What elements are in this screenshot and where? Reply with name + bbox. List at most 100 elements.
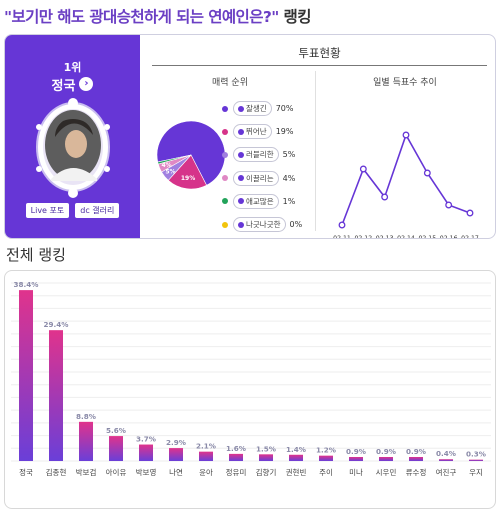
rank-bar [319,455,333,461]
daily-trend-title: 일별 득표수 추이 [373,78,437,88]
legend-dot-icon [222,198,228,205]
legend-tag-icon [238,151,244,158]
legend-label: 뛰어난 [233,124,272,140]
pie-slice [167,154,207,190]
legend-item: 뛰어난 19% [219,120,319,143]
rank-bar [109,436,123,461]
rank-bar-value-label: 0.4% [436,449,456,458]
rank-category-label: 김향기 [256,467,277,477]
rank-bar-value-label: 3.7% [136,435,156,444]
rank-bar [199,451,213,461]
page-headline: "보기만 해도 광대승천하게 되는 연예인은?" 랭킹 [4,4,496,30]
trend-point [466,209,474,217]
vote-title-divider [152,65,487,66]
legend-label-text: 뛰어난 [246,127,267,137]
winner-panel: 1위 정국 › Live 포토 dc 갤러리 [5,35,140,238]
panel-divider [315,71,316,231]
rank-bar-value-label: 1.5% [256,444,276,453]
rank-category-label: 나연 [169,468,183,477]
rank-bar-value-label: 8.8% [76,412,96,421]
legend-tag-icon [238,198,244,205]
legend-dot-icon [222,128,228,135]
winner-photo-frame [33,97,113,227]
rank-bar-value-label: 0.9% [406,447,426,456]
mirror-frame-icon [36,98,110,198]
legend-item: 러블리한 5% [219,143,319,166]
rank-category-label: 박보검 [76,467,97,477]
rank-bar [49,330,63,461]
rank-category-label: 류수정 [406,467,427,477]
rank-bar [409,456,423,461]
rank-category-label: 윤아 [199,467,213,477]
rank-bar-value-label: 1.2% [316,446,336,455]
rank-category-label: 정유미 [226,467,247,477]
trend-x-tick-label: 02.12 [354,235,372,239]
rank-category-label: 우지 [469,468,483,477]
trend-x-tick-label: 02.14 [397,235,415,239]
winner-name-row[interactable]: 정국 › [5,75,140,94]
overall-ranking-title: 전체 랭킹 [6,246,66,264]
trend-x-tick-label: 02.16 [440,235,458,239]
overall-ranking-card: 38.4% 정국 29.4% 김종현 8.8% 박보검 5.6% 아이유 3.7% 박보영 2.9%… [4,270,496,509]
trend-x-tick-label: 02.17 [461,235,479,239]
live-photo-link[interactable]: Live 포토 [25,203,70,218]
trend-line [341,133,471,226]
pie-slice-label: 4% [161,162,171,169]
charm-pie-chart: 19% 5% 4% [155,119,227,191]
legend-item: 나긋나긋한 0% [219,213,319,236]
rank-bar [229,453,243,461]
overall-bar-svg: 38.4% 정국 29.4% 김종현 8.8% 박보검 5.6% 아이유 3.7% 박보영 2.9%… [11,280,491,477]
rank-category-label: 미나 [349,468,363,477]
legend-label: 이끌리는 [233,170,279,186]
rank-category-label: 권현빈 [286,468,307,477]
legend-item: 잘생긴 70% [219,97,319,120]
legend-dot-icon [222,151,228,158]
rank-bar-value-label: 0.9% [346,447,366,456]
legend-value: 19% [275,127,294,137]
rank-category-label: 시우민 [376,467,397,477]
legend-label: 러블리한 [233,147,279,163]
chevron-right-icon[interactable]: › [79,77,94,91]
daily-line-chart: 02.11 02.12 02.13 02.14 02.15 02.16 02.17 [320,87,492,239]
legend-label-text: 애교많은 [246,196,274,206]
winner-rank: 1위 [63,61,82,74]
rank-bar-value-label: 29.4% [44,320,69,329]
charm-legend: 잘생긴 70% 뛰어난 19% 러블리한 5% 이끌리는 4% 애교많은 1% 나긋나긋한 0% [219,97,319,236]
rank-bar-value-label: 2.9% [166,438,186,447]
rank-bar [469,459,483,461]
rank-bar [139,444,153,461]
vote-summary-card: 1위 정국 › Live 포토 dc 갤러리 [4,34,496,239]
legend-value: 1% [282,196,296,206]
trend-point [359,165,367,173]
winner-links: Live 포토 dc 갤러리 [5,203,140,218]
trend-x-tick-label: 02.15 [418,235,436,239]
rank-bar-value-label: 2.1% [196,442,216,451]
rank-category-label: 아이유 [106,467,127,477]
rank-bar [79,421,93,461]
headline-suffix: 랭킹 [278,8,312,26]
legend-label-text: 이끌리는 [246,173,274,183]
legend-item: 애교많은 1% [219,190,319,213]
legend-tag-icon [238,105,244,112]
trend-point [338,221,346,229]
rank-bar [169,448,183,461]
rank-bar-value-label: 0.9% [376,447,396,456]
winner-name[interactable]: 정국 [51,78,76,94]
rank-bar-value-label: 0.3% [466,450,486,459]
rank-bar [19,290,33,461]
gallery-link[interactable]: dc 갤러리 [75,203,120,218]
legend-dot-icon [222,105,228,112]
rank-bar-value-label: 38.4% [14,280,39,289]
trend-point [402,131,410,139]
rank-bar [289,454,303,461]
trend-x-tick-label: 02.11 [333,235,351,239]
pie-slice-label: 19% [181,175,195,182]
legend-label: 나긋나긋한 [233,217,286,233]
legend-label-text: 나긋나긋한 [246,220,281,230]
legend-value: 5% [282,150,296,160]
legend-value: 0% [289,220,303,230]
legend-value: 70% [275,104,294,114]
legend-tag-icon [238,128,244,135]
headline-question: "보기만 해도 광대승천하게 되는 연예인은?" [4,8,279,26]
rank-bar [439,459,453,461]
